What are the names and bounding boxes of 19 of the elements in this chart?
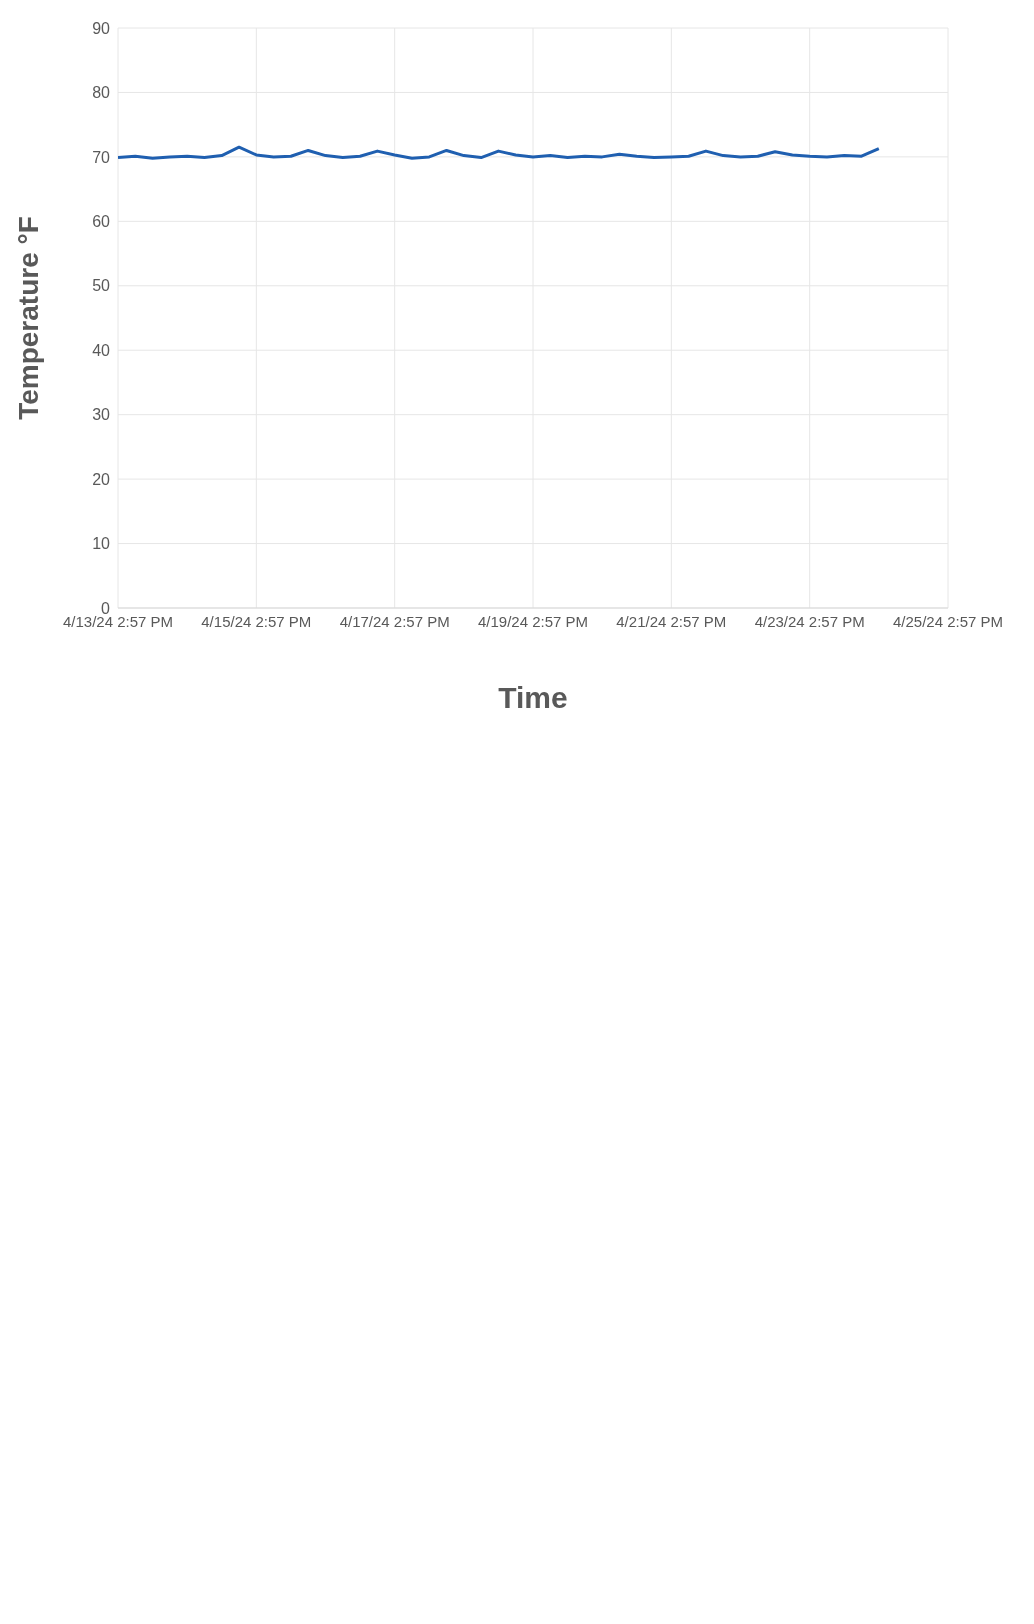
line-series <box>118 145 881 160</box>
y-tick-label: 50 <box>92 277 111 295</box>
y-tick-label: 90 <box>92 19 111 37</box>
x-tick-label: 4/21/24 2:57 PM <box>616 612 727 630</box>
y-tick-label: 40 <box>92 341 111 359</box>
y-tick-label: 10 <box>92 535 111 553</box>
y-axis-title: Temperature °F <box>12 216 44 420</box>
x-tick-label: 4/15/24 2:57 PM <box>201 612 312 630</box>
y-tick-label: 0 <box>101 599 111 617</box>
y-tick-label: 60 <box>92 213 111 231</box>
x-tick-label: 4/17/24 2:57 PM <box>339 612 450 630</box>
y-tick-label: 20 <box>92 470 111 488</box>
y-tick-label: 70 <box>92 148 111 166</box>
y-tick-label: 80 <box>92 84 111 102</box>
x-tick-label: 4/25/24 2:57 PM <box>892 612 1004 630</box>
x-tick-label: 4/19/24 2:57 PM <box>477 612 589 630</box>
x-axis-title: Time <box>498 681 568 714</box>
x-tick-label: 4/23/24 2:57 PM <box>754 612 865 630</box>
y-tick-label: 30 <box>92 406 111 424</box>
